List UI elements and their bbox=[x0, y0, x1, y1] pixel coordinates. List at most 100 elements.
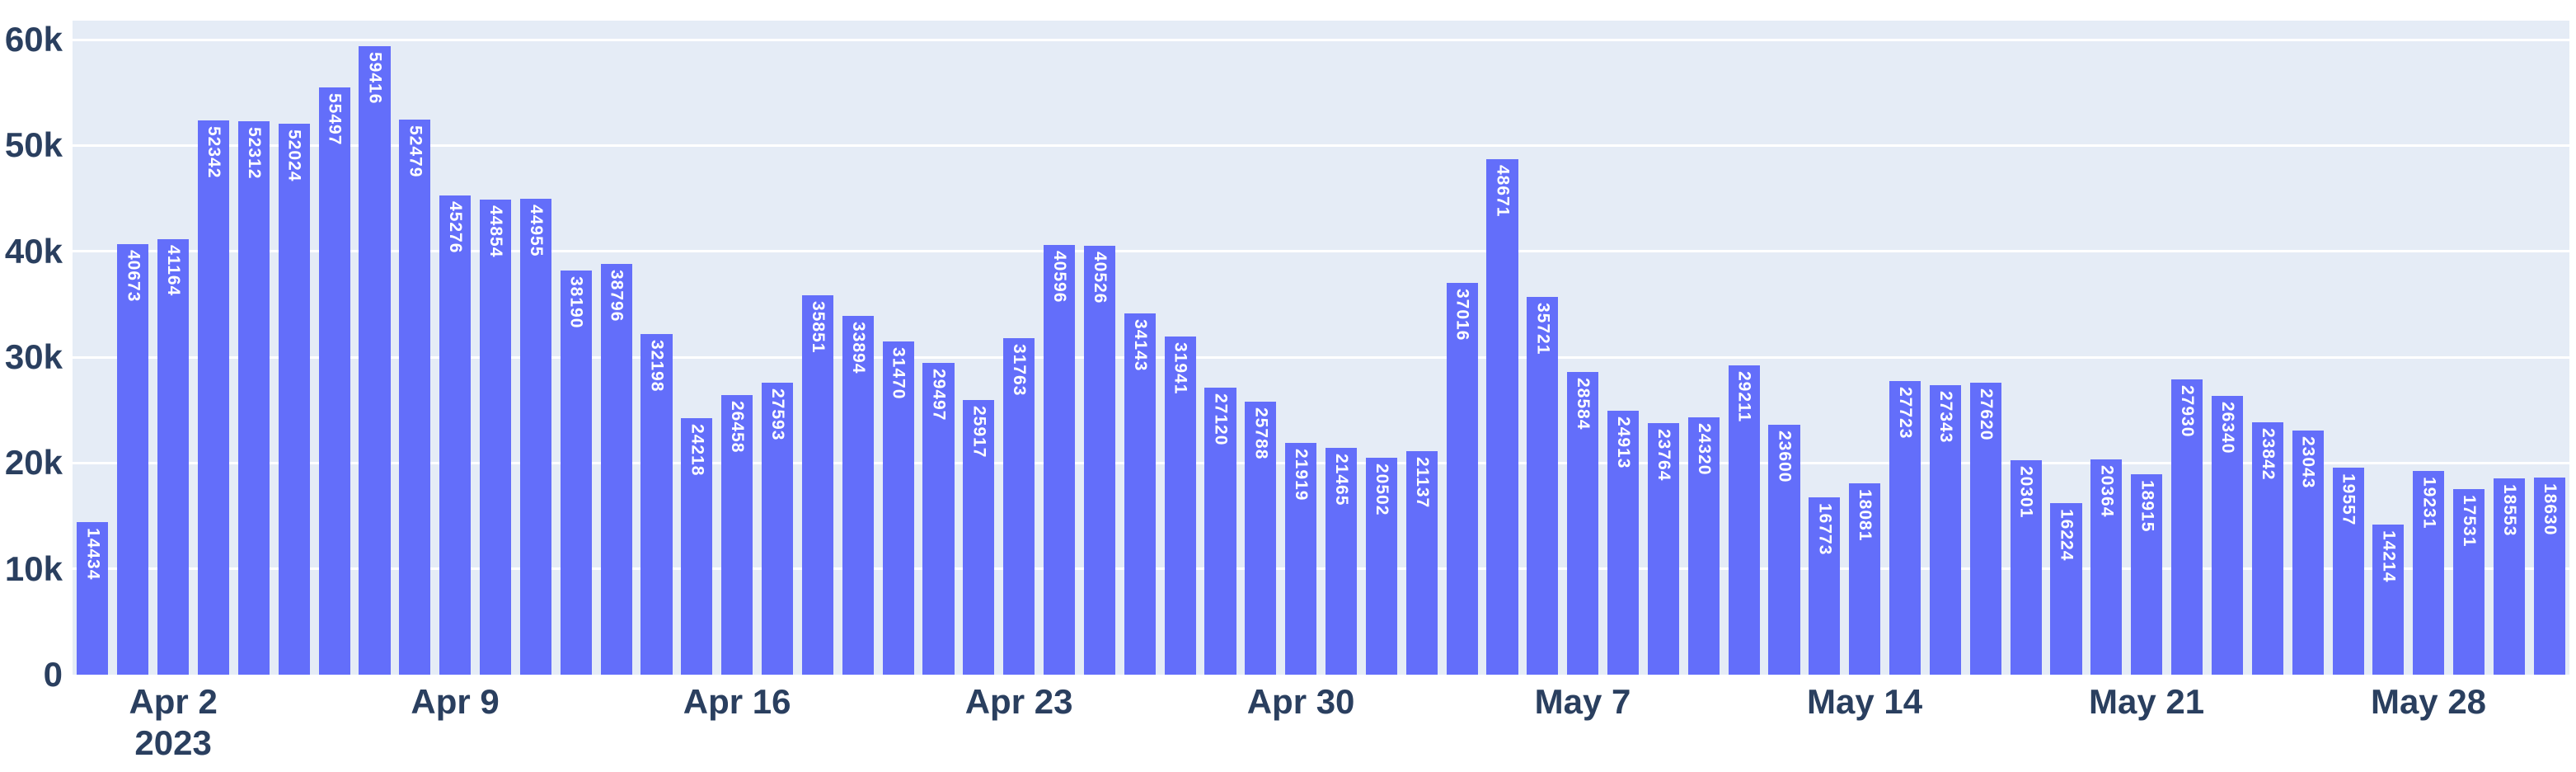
bar[interactable]: 17531 bbox=[2453, 489, 2485, 675]
bar[interactable]: 27343 bbox=[1929, 385, 1962, 675]
bar[interactable]: 31470 bbox=[882, 341, 914, 675]
bar-slot: 40526 bbox=[1079, 21, 1119, 675]
bar-value-label: 27343 bbox=[1936, 391, 1955, 444]
bar[interactable]: 23842 bbox=[2251, 422, 2283, 675]
bar-slot: 33894 bbox=[838, 21, 878, 675]
bar[interactable]: 16773 bbox=[1809, 497, 1841, 675]
x-tick-label: Apr 9 bbox=[411, 682, 500, 721]
bar[interactable]: 25788 bbox=[1245, 402, 1277, 675]
bar-slot: 45276 bbox=[435, 21, 476, 675]
bar[interactable]: 52024 bbox=[278, 124, 310, 675]
bar[interactable]: 59416 bbox=[359, 45, 391, 675]
bar[interactable]: 34143 bbox=[1124, 313, 1156, 675]
bar[interactable]: 21137 bbox=[1405, 450, 1438, 675]
bar[interactable]: 27723 bbox=[1889, 381, 1921, 675]
bar[interactable]: 23600 bbox=[1768, 425, 1800, 675]
bar-value-label: 33894 bbox=[848, 322, 868, 374]
bar[interactable]: 40673 bbox=[117, 244, 149, 675]
bar[interactable]: 27120 bbox=[1204, 388, 1236, 675]
bar[interactable]: 52342 bbox=[197, 120, 230, 675]
bar[interactable]: 44854 bbox=[479, 200, 512, 675]
bar-slot: 19557 bbox=[2328, 21, 2368, 675]
bar[interactable]: 24913 bbox=[1607, 411, 1640, 675]
bar[interactable]: 18553 bbox=[2493, 478, 2526, 675]
bar[interactable]: 55497 bbox=[318, 87, 350, 675]
bar[interactable]: 24218 bbox=[681, 418, 713, 675]
bar[interactable]: 26458 bbox=[721, 394, 753, 675]
bar-value-label: 45276 bbox=[446, 201, 466, 254]
bar[interactable]: 27930 bbox=[2171, 379, 2203, 675]
bar[interactable]: 40596 bbox=[1044, 245, 1076, 675]
bar-slot: 52024 bbox=[274, 21, 314, 675]
bar[interactable]: 52479 bbox=[399, 119, 431, 675]
bar-value-label: 59416 bbox=[365, 51, 385, 104]
bar-value-label: 32198 bbox=[647, 339, 667, 393]
bar-value-label: 24913 bbox=[1614, 417, 1634, 469]
bar[interactable]: 23043 bbox=[2292, 431, 2324, 675]
bar-value-label: 27120 bbox=[1211, 393, 1231, 446]
bar[interactable]: 24320 bbox=[1687, 417, 1720, 675]
bar[interactable]: 37016 bbox=[1446, 283, 1478, 675]
bar[interactable]: 18630 bbox=[2533, 477, 2565, 675]
bar[interactable]: 18915 bbox=[2131, 474, 2163, 675]
bar-value-label: 25917 bbox=[969, 406, 989, 459]
bar[interactable]: 20502 bbox=[1365, 457, 1397, 675]
bar[interactable]: 45276 bbox=[439, 195, 472, 675]
bar-slot: 29497 bbox=[918, 21, 959, 675]
bar-value-label: 20364 bbox=[2097, 464, 2117, 518]
bar-value-label: 41164 bbox=[164, 244, 184, 297]
bar[interactable]: 29211 bbox=[1728, 365, 1760, 675]
gridline-50k bbox=[73, 144, 2569, 147]
bar[interactable]: 14214 bbox=[2372, 524, 2405, 675]
bar[interactable]: 18081 bbox=[1849, 483, 1881, 675]
bar[interactable]: 32198 bbox=[640, 333, 673, 675]
bar[interactable]: 23764 bbox=[1647, 423, 1679, 675]
bar-value-label: 26340 bbox=[2217, 402, 2237, 454]
bar-slot: 48671 bbox=[1482, 21, 1523, 675]
bar[interactable]: 16224 bbox=[2050, 502, 2082, 675]
bar[interactable]: 52312 bbox=[237, 120, 270, 675]
bar[interactable]: 28584 bbox=[1567, 372, 1599, 675]
bar[interactable]: 27593 bbox=[761, 382, 794, 675]
bar[interactable]: 38190 bbox=[560, 270, 592, 675]
bar[interactable]: 35851 bbox=[801, 294, 833, 675]
bar[interactable]: 21919 bbox=[1285, 442, 1317, 675]
bar-slot: 21919 bbox=[1281, 21, 1321, 675]
bar[interactable]: 41164 bbox=[157, 238, 190, 675]
bar[interactable]: 25917 bbox=[963, 400, 995, 675]
bar-value-label: 40596 bbox=[1050, 251, 1070, 304]
bar-slot: 17531 bbox=[2449, 21, 2489, 675]
bar-value-label: 35721 bbox=[1533, 302, 1553, 355]
bar-value-label: 27593 bbox=[768, 388, 788, 441]
bar[interactable]: 38796 bbox=[600, 264, 632, 675]
bar[interactable]: 31763 bbox=[1003, 338, 1035, 675]
y-axis-tick-label: 60k bbox=[4, 20, 63, 59]
bar[interactable]: 29497 bbox=[922, 362, 955, 675]
bar[interactable]: 20364 bbox=[2090, 459, 2123, 675]
bar[interactable]: 31941 bbox=[1164, 337, 1196, 675]
bar[interactable]: 27620 bbox=[1969, 382, 2001, 675]
bar[interactable]: 21465 bbox=[1326, 447, 1358, 675]
bar-slot: 38190 bbox=[556, 21, 596, 675]
bar-slot: 20301 bbox=[2006, 21, 2046, 675]
bar[interactable]: 19557 bbox=[2332, 468, 2364, 675]
y-axis-tick-label: 30k bbox=[4, 337, 63, 377]
bar-value-label: 31941 bbox=[1171, 342, 1190, 395]
bar[interactable]: 44955 bbox=[519, 199, 551, 675]
bar-slot: 31470 bbox=[878, 21, 918, 675]
bar-slot: 16773 bbox=[1804, 21, 1845, 675]
bar[interactable]: 20301 bbox=[2010, 459, 2042, 675]
bar-slot: 23043 bbox=[2287, 21, 2328, 675]
bar-value-label: 48671 bbox=[1493, 165, 1513, 218]
x-tick-label: May 21 bbox=[2088, 682, 2205, 721]
bar-slot: 26340 bbox=[2208, 21, 2248, 675]
bar[interactable]: 48671 bbox=[1486, 159, 1518, 675]
bar[interactable]: 19231 bbox=[2413, 471, 2445, 675]
bar[interactable]: 14434 bbox=[77, 521, 109, 675]
bar-slot: 20364 bbox=[2086, 21, 2127, 675]
bar[interactable]: 35721 bbox=[1527, 296, 1559, 675]
bar[interactable]: 40526 bbox=[1083, 245, 1115, 675]
bar[interactable]: 33894 bbox=[842, 316, 874, 675]
bar[interactable]: 26340 bbox=[2211, 396, 2244, 675]
